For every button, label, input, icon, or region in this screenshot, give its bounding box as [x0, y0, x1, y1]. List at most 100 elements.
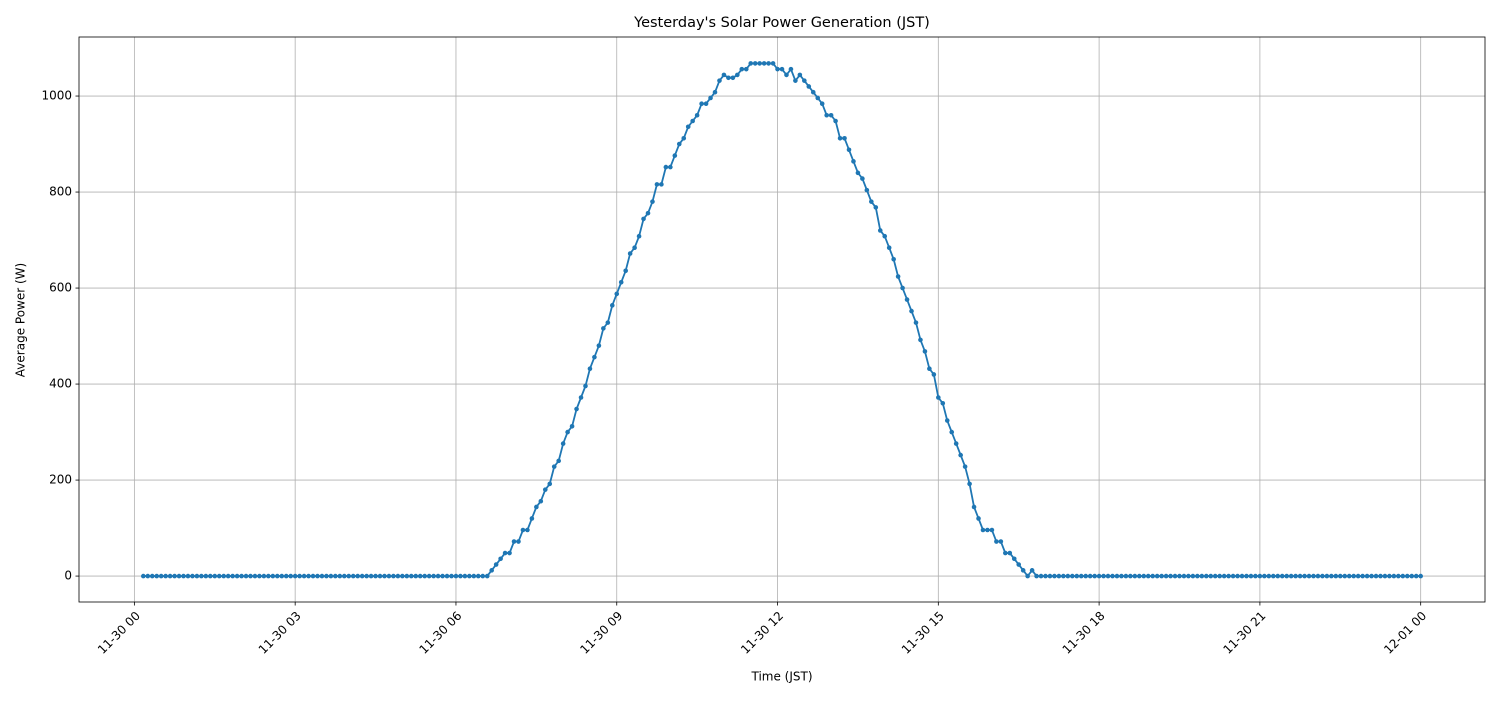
data-point — [493, 562, 499, 567]
data-point — [172, 573, 177, 579]
data-point — [462, 573, 468, 579]
data-point — [1011, 556, 1017, 562]
data-point — [1226, 573, 1231, 579]
data-point — [337, 573, 343, 579]
data-point — [842, 135, 847, 141]
data-point — [623, 268, 628, 274]
data-point — [199, 573, 204, 579]
data-point — [828, 112, 834, 118]
data-point — [1302, 573, 1307, 579]
data-point — [1208, 573, 1214, 579]
data-point — [1083, 573, 1089, 579]
data-point — [1396, 573, 1401, 579]
data-point — [440, 573, 445, 579]
data-point — [1128, 573, 1133, 579]
data-point — [1150, 573, 1156, 579]
data-point — [556, 458, 561, 464]
data-point — [453, 573, 459, 579]
data-point — [793, 78, 798, 83]
data-point — [288, 573, 294, 579]
data-point — [1034, 573, 1039, 579]
data-point — [574, 406, 579, 412]
data-point — [1025, 573, 1030, 579]
data-point — [913, 320, 919, 325]
data-point — [922, 349, 928, 354]
data-point — [1168, 573, 1173, 579]
data-point — [413, 573, 419, 579]
data-point — [819, 101, 825, 107]
data-point — [636, 233, 642, 239]
data-point — [551, 464, 557, 469]
data-point — [1239, 573, 1245, 579]
data-point — [1061, 573, 1066, 579]
data-point — [520, 527, 526, 533]
data-point — [1092, 573, 1097, 579]
data-point — [770, 61, 776, 66]
data-point — [471, 573, 477, 579]
data-point — [748, 61, 754, 66]
data-point — [1221, 573, 1227, 579]
data-point — [699, 101, 704, 107]
data-point — [1275, 573, 1281, 579]
data-point — [726, 75, 731, 81]
data-point — [985, 527, 990, 533]
data-point — [601, 326, 606, 331]
data-point — [377, 573, 383, 579]
data-point — [632, 245, 637, 251]
data-point — [1297, 573, 1303, 579]
data-point — [350, 573, 356, 579]
y-axis-label: Average Power (W) — [14, 263, 28, 377]
data-point — [730, 75, 736, 81]
data-point — [319, 573, 325, 579]
data-point — [694, 112, 700, 118]
data-point — [1235, 573, 1240, 579]
data-point — [221, 573, 227, 579]
data-point — [775, 66, 780, 72]
data-point — [927, 366, 932, 372]
data-point — [368, 573, 374, 579]
data-point — [904, 297, 910, 302]
data-point — [194, 573, 200, 579]
data-point — [422, 573, 427, 579]
data-point — [1052, 573, 1057, 579]
data-point — [583, 383, 588, 389]
data-point — [739, 66, 745, 72]
data-point — [766, 61, 771, 66]
data-point — [659, 182, 664, 187]
data-point — [1212, 573, 1218, 579]
data-point — [944, 418, 950, 423]
data-point — [998, 539, 1004, 544]
data-point — [681, 135, 687, 141]
data-point — [752, 61, 758, 66]
data-point — [962, 464, 968, 469]
data-point — [1400, 573, 1406, 579]
data-point — [475, 573, 481, 579]
data-point — [1145, 573, 1151, 579]
data-point — [815, 95, 821, 101]
data-point — [158, 573, 164, 579]
data-point — [989, 527, 995, 533]
data-point — [203, 573, 209, 579]
data-point — [864, 187, 870, 193]
plot-frame — [78, 36, 1486, 603]
chart-title: Yesterday's Solar Power Generation (JST) — [633, 15, 930, 31]
data-point — [1110, 573, 1115, 579]
data-point — [1387, 573, 1392, 579]
data-point — [1373, 573, 1379, 579]
data-point — [1101, 573, 1106, 579]
data-point — [297, 573, 302, 579]
data-point — [873, 205, 879, 210]
data-point — [891, 256, 896, 262]
data-point — [650, 199, 655, 204]
data-point — [1181, 573, 1187, 579]
data-point — [502, 550, 508, 556]
data-point — [1172, 573, 1178, 579]
data-point — [851, 159, 856, 164]
data-point — [467, 573, 472, 579]
data-point — [1029, 568, 1035, 573]
y-tick-label: 200 — [49, 473, 72, 487]
data-point — [596, 343, 602, 348]
data-point — [1329, 573, 1334, 579]
data-point — [618, 279, 624, 285]
data-point — [1333, 573, 1339, 579]
